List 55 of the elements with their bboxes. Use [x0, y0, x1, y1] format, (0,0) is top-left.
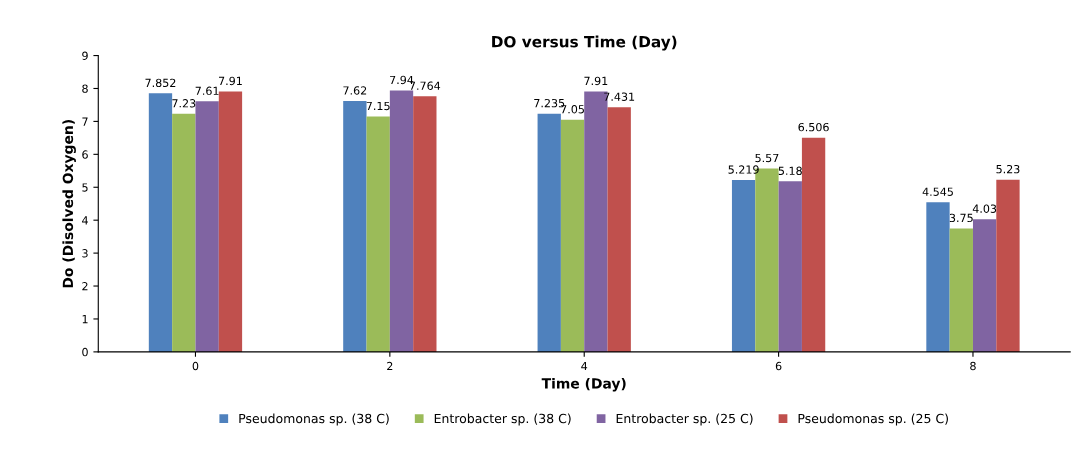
bar: [389, 90, 414, 352]
y-tick-label: 2: [82, 282, 88, 291]
x-tick-label: 6: [775, 361, 782, 371]
bar: [195, 101, 219, 352]
bar: [218, 91, 243, 352]
legend-label: Pseudomonas sp. (25 C): [798, 413, 948, 426]
data-label: 5.219: [728, 165, 759, 174]
data-label: 7.91: [219, 76, 242, 86]
bar: [172, 113, 196, 352]
y-tick-label: 5: [82, 183, 88, 192]
data-label: 3.75: [949, 213, 973, 223]
y-tick-label: 6: [82, 150, 88, 159]
chart-title: DO versus Time (Day): [492, 35, 677, 51]
data-label: 7.852: [145, 78, 176, 88]
legend-label: Pseudomonas sp. (38 C): [239, 413, 389, 426]
data-label: 6.506: [798, 122, 829, 132]
bar: [366, 116, 390, 352]
data-label: 7.91: [584, 76, 608, 86]
y-tick-label: 3: [82, 249, 88, 258]
bar: [413, 96, 437, 352]
data-label: 5.23: [996, 164, 1020, 174]
data-label: 4.03: [972, 204, 997, 213]
data-label: 7.62: [343, 86, 367, 95]
y-tick-label: 1: [82, 315, 88, 324]
bar: [778, 181, 802, 352]
data-label: 7.15: [366, 101, 390, 111]
data-label: 5.57: [755, 153, 779, 163]
bar: [972, 219, 997, 352]
bar: [537, 113, 561, 352]
x-tick-label: 2: [387, 361, 393, 371]
legend-label: Entrobacter sp. (25 C): [616, 413, 753, 426]
data-label: 4.545: [922, 187, 953, 196]
y-tick-label: 7: [82, 117, 88, 126]
y-tick-label: 9: [82, 51, 88, 60]
bar: [996, 179, 1020, 352]
x-axis-title: Time (Day): [541, 377, 626, 392]
data-label: 5.18: [778, 166, 802, 176]
data-label: 7.23: [172, 99, 196, 108]
bar: [607, 107, 631, 352]
bar: [801, 137, 826, 352]
data-label: 7.61: [195, 86, 219, 96]
bar: [926, 202, 950, 352]
bar: [343, 101, 367, 352]
x-tick-label: 0: [192, 361, 199, 371]
bar: [949, 228, 973, 352]
bar: [148, 93, 173, 352]
y-tick-label: 4: [82, 216, 88, 225]
y-tick-label: 8: [82, 84, 88, 93]
legend-label: Entrobacter sp. (38 C): [434, 413, 571, 426]
x-tick-label: 4: [581, 361, 588, 371]
y-axis-title: Do (Disolved Oxygen): [62, 120, 76, 288]
bar: [560, 119, 585, 352]
bar: [731, 180, 756, 352]
y-tick-label: 0: [82, 347, 88, 357]
x-tick-label: 8: [970, 361, 976, 371]
